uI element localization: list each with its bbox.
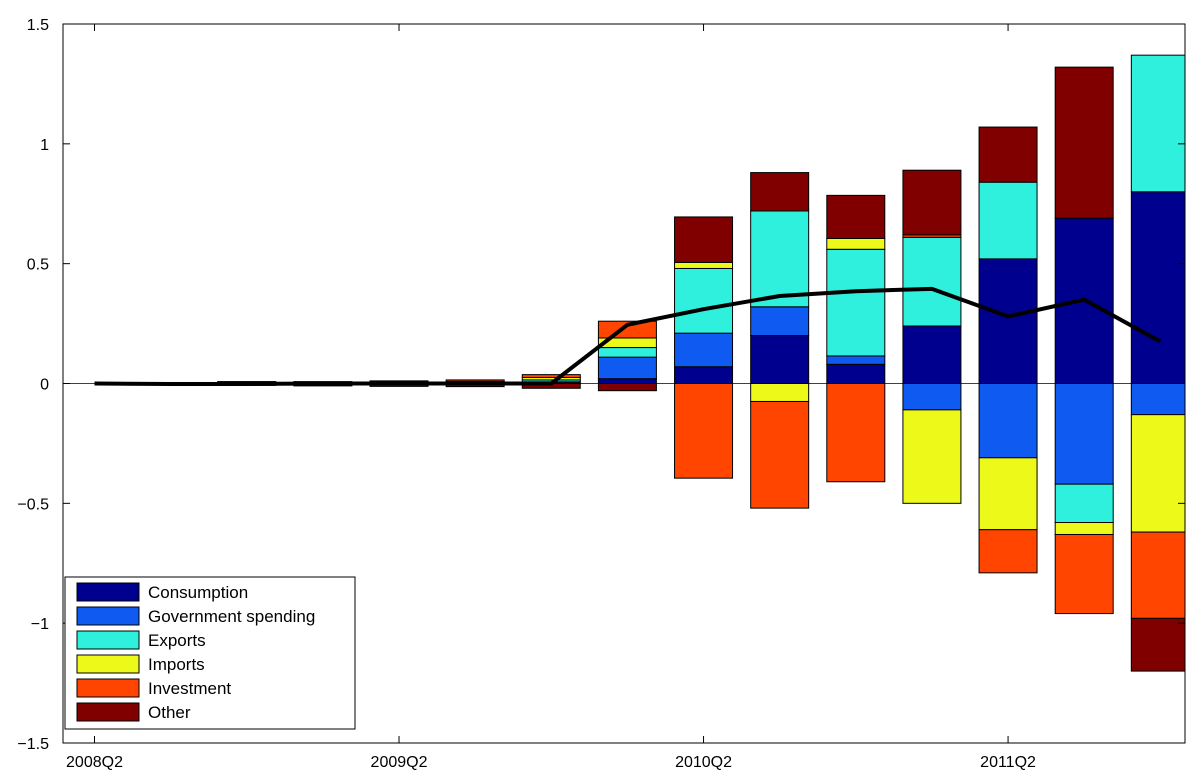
x-tick-label: 2008Q2 xyxy=(66,754,123,770)
legend-label: Exports xyxy=(148,631,206,650)
bar-segment-2010Q4-3 xyxy=(826,238,886,250)
bar-segment-2011Q4-3 xyxy=(1130,414,1185,533)
legend-label: Consumption xyxy=(148,583,248,602)
bar-segment-2010Q1-5 xyxy=(597,383,657,392)
bar-segment-2010Q4-4 xyxy=(826,383,886,483)
bar-segment-2010Q3-0 xyxy=(750,335,810,385)
bar-segment-2010Q1-0 xyxy=(597,378,657,384)
legend-swatch xyxy=(76,630,140,650)
bar-segment-2011Q2-3 xyxy=(978,457,1038,531)
bar-segment-2011Q4-5 xyxy=(1130,617,1185,672)
bar-segment-2011Q4-2 xyxy=(1130,54,1185,193)
x-tick-label: 2011Q2 xyxy=(980,754,1036,770)
bar-segment-2010Q2-4 xyxy=(674,383,734,479)
bar-segment-2009Q4-4 xyxy=(521,374,581,379)
y-tick-label: 0.5 xyxy=(27,257,49,274)
bar-segment-2010Q1-2 xyxy=(597,347,657,358)
bar-segment-2011Q2-0 xyxy=(978,258,1038,384)
bar-segment-2010Q4-5 xyxy=(826,194,886,239)
bar-segment-2010Q3-3 xyxy=(750,383,810,402)
bar-segment-2011Q1-1 xyxy=(902,383,962,411)
y-tick-label: −1.5 xyxy=(17,736,49,753)
bar-segment-2011Q1-5 xyxy=(902,169,962,236)
bar-segment-2010Q4-2 xyxy=(826,248,886,357)
bar-segment-2011Q4-1 xyxy=(1130,383,1185,416)
bar-segment-2011Q2-4 xyxy=(978,529,1038,574)
y-tick-label: −1 xyxy=(31,616,49,633)
axes: −1.5 −1 −0.5 0 0.5 1 1.5 2008Q2 2009Q2 2010Q2 2011… xyxy=(17,17,1185,770)
legend-label: Government spending xyxy=(148,607,315,626)
bar-segment-2011Q3-5 xyxy=(1054,66,1114,219)
legend-swatch xyxy=(76,654,140,674)
legend: Consumption Government spending Exports Imp… xyxy=(64,576,356,730)
y-tick-label: 0 xyxy=(40,377,49,394)
legend-label: Investment xyxy=(148,679,231,698)
legend-swatch xyxy=(76,582,140,602)
legend-label: Other xyxy=(148,703,191,722)
bar-segment-2010Q3-2 xyxy=(750,210,810,308)
bar-segment-2010Q2-3 xyxy=(674,261,734,269)
bar-segment-2010Q2-1 xyxy=(674,332,734,368)
bar-segment-2010Q3-4 xyxy=(750,400,810,509)
legend-swatch xyxy=(76,606,140,626)
bar-segment-2010Q2-2 xyxy=(674,267,734,334)
total-line xyxy=(94,286,1162,386)
bar-segment-2011Q3-3 xyxy=(1054,522,1114,535)
bar-segment-2011Q2-2 xyxy=(978,181,1038,260)
y-tick-label: −0.5 xyxy=(17,496,49,513)
bar-segment-2011Q3-2 xyxy=(1054,483,1114,524)
bar-segment-2010Q3-1 xyxy=(750,306,810,337)
bar-segment-2011Q4-4 xyxy=(1130,531,1185,619)
bar-segment-2011Q1-2 xyxy=(902,236,962,327)
bar-segment-2011Q1-3 xyxy=(902,409,962,504)
legend-label: Imports xyxy=(148,655,205,674)
bar-segment-2010Q4-0 xyxy=(826,363,886,384)
bar-segment-2011Q3-1 xyxy=(1054,383,1114,485)
bar-segment-2010Q2-0 xyxy=(674,366,734,385)
x-tick-label: 2009Q2 xyxy=(371,754,428,770)
bar-segment-2011Q2-1 xyxy=(978,383,1038,459)
legend-swatch xyxy=(76,678,140,698)
bars-layer xyxy=(141,54,1185,672)
bar-segment-2011Q2-5 xyxy=(978,126,1038,183)
bar-segment-2010Q3-5 xyxy=(750,172,810,212)
y-tick-label: 1.5 xyxy=(27,17,49,34)
bar-segment-2009Q3-4 xyxy=(445,379,505,382)
bar-segment-2010Q1-1 xyxy=(597,356,657,380)
x-tick-label: 2010Q2 xyxy=(675,754,732,770)
y-tick-label: 1 xyxy=(40,137,49,154)
bar-segment-2010Q4-1 xyxy=(826,355,886,365)
bar-segment-2010Q2-5 xyxy=(674,216,734,263)
bar-segment-2011Q3-4 xyxy=(1054,533,1114,615)
bar-segment-2011Q1-0 xyxy=(902,325,962,385)
legend-swatch xyxy=(76,702,140,722)
bar-segment-2011Q4-0 xyxy=(1130,191,1185,384)
